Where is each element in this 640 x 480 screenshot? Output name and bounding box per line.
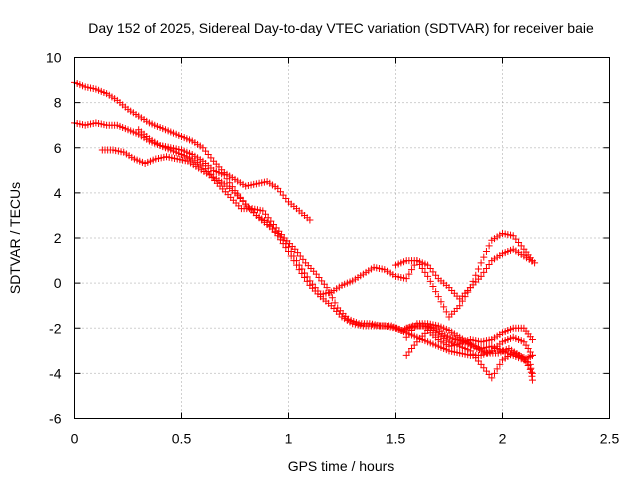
y-tick-label: 4 [54, 185, 62, 201]
x-tick-label: 0.5 [172, 431, 192, 447]
data-point [456, 302, 464, 310]
data-point [442, 308, 450, 316]
data-point [220, 171, 228, 179]
data-point [458, 297, 466, 305]
y-tick-label: 10 [46, 50, 62, 66]
data-point [274, 232, 282, 240]
data-point [528, 351, 536, 359]
data-point [474, 265, 482, 273]
data-point [440, 303, 448, 311]
chart-title: Day 152 of 2025, Sidereal Day-to-day VTE… [88, 20, 594, 36]
data-point [287, 252, 295, 260]
data-point [293, 261, 301, 269]
data-point [323, 284, 331, 292]
x-tick-label: 1 [285, 431, 293, 447]
y-tick-label: 0 [54, 275, 62, 291]
data-point [485, 261, 493, 269]
data-point [301, 273, 309, 281]
data-point [416, 261, 424, 269]
data-point [290, 257, 298, 265]
data-point [464, 288, 472, 296]
data-point [432, 288, 440, 296]
data-point [424, 272, 432, 280]
data-point [434, 293, 442, 301]
x-axis-label: GPS time / hours [288, 458, 395, 474]
data-point [528, 369, 536, 377]
data-point [528, 257, 536, 265]
data-point [223, 175, 231, 183]
data-point [524, 361, 532, 369]
data-point [298, 270, 306, 278]
data-point [526, 365, 534, 373]
data-point [472, 271, 480, 279]
data-point [331, 299, 339, 307]
data-point [295, 266, 303, 274]
data-point [279, 240, 287, 248]
data-point [328, 294, 336, 302]
x-tick-label: 2 [499, 431, 507, 447]
data-point [413, 257, 421, 265]
data-point [488, 374, 496, 382]
data-point [496, 360, 504, 368]
data-point [466, 284, 474, 292]
data-point [418, 264, 426, 272]
x-tick-label: 2.5 [600, 431, 620, 447]
data-point [285, 248, 292, 256]
data-point [408, 266, 416, 274]
data-point [469, 277, 477, 285]
data-point [490, 369, 498, 377]
y-tick-label: -4 [49, 365, 62, 381]
data-point [306, 216, 314, 224]
axis-ticks: 0 0.5 1 1.5 2 2.5 -6 -4 -2 0 2 4 6 8 10 [46, 50, 620, 447]
data-point [477, 259, 485, 267]
data-point [226, 179, 234, 187]
data-point [276, 236, 284, 244]
data-point [303, 277, 311, 285]
data-points [71, 78, 539, 384]
data-point [482, 264, 490, 272]
data-point [426, 277, 434, 285]
y-tick-label: -6 [49, 411, 62, 427]
data-point [482, 248, 490, 256]
data-point [326, 289, 334, 297]
data-point [405, 270, 413, 278]
data-point [421, 268, 429, 276]
data-point [282, 244, 290, 252]
y-tick-label: 2 [54, 230, 62, 246]
data-point [520, 354, 528, 362]
data-point [228, 183, 236, 191]
data-point [480, 253, 488, 261]
data-point [429, 283, 437, 291]
y-tick-label: 6 [54, 140, 62, 156]
data-point [480, 268, 488, 276]
y-axis-label: SDTVAR / TECUs [7, 182, 23, 294]
data-point [522, 358, 530, 366]
data-point [477, 272, 485, 280]
data-point [528, 376, 536, 384]
y-tick-label: -2 [49, 320, 62, 336]
data-point [437, 298, 445, 306]
data-point [493, 365, 501, 373]
data-point [485, 242, 493, 250]
data-point [528, 336, 536, 344]
data-point [461, 293, 469, 301]
data-point [402, 275, 410, 283]
x-tick-label: 0 [71, 431, 79, 447]
y-tick-label: 8 [54, 95, 62, 111]
x-tick-label: 1.5 [386, 431, 406, 447]
